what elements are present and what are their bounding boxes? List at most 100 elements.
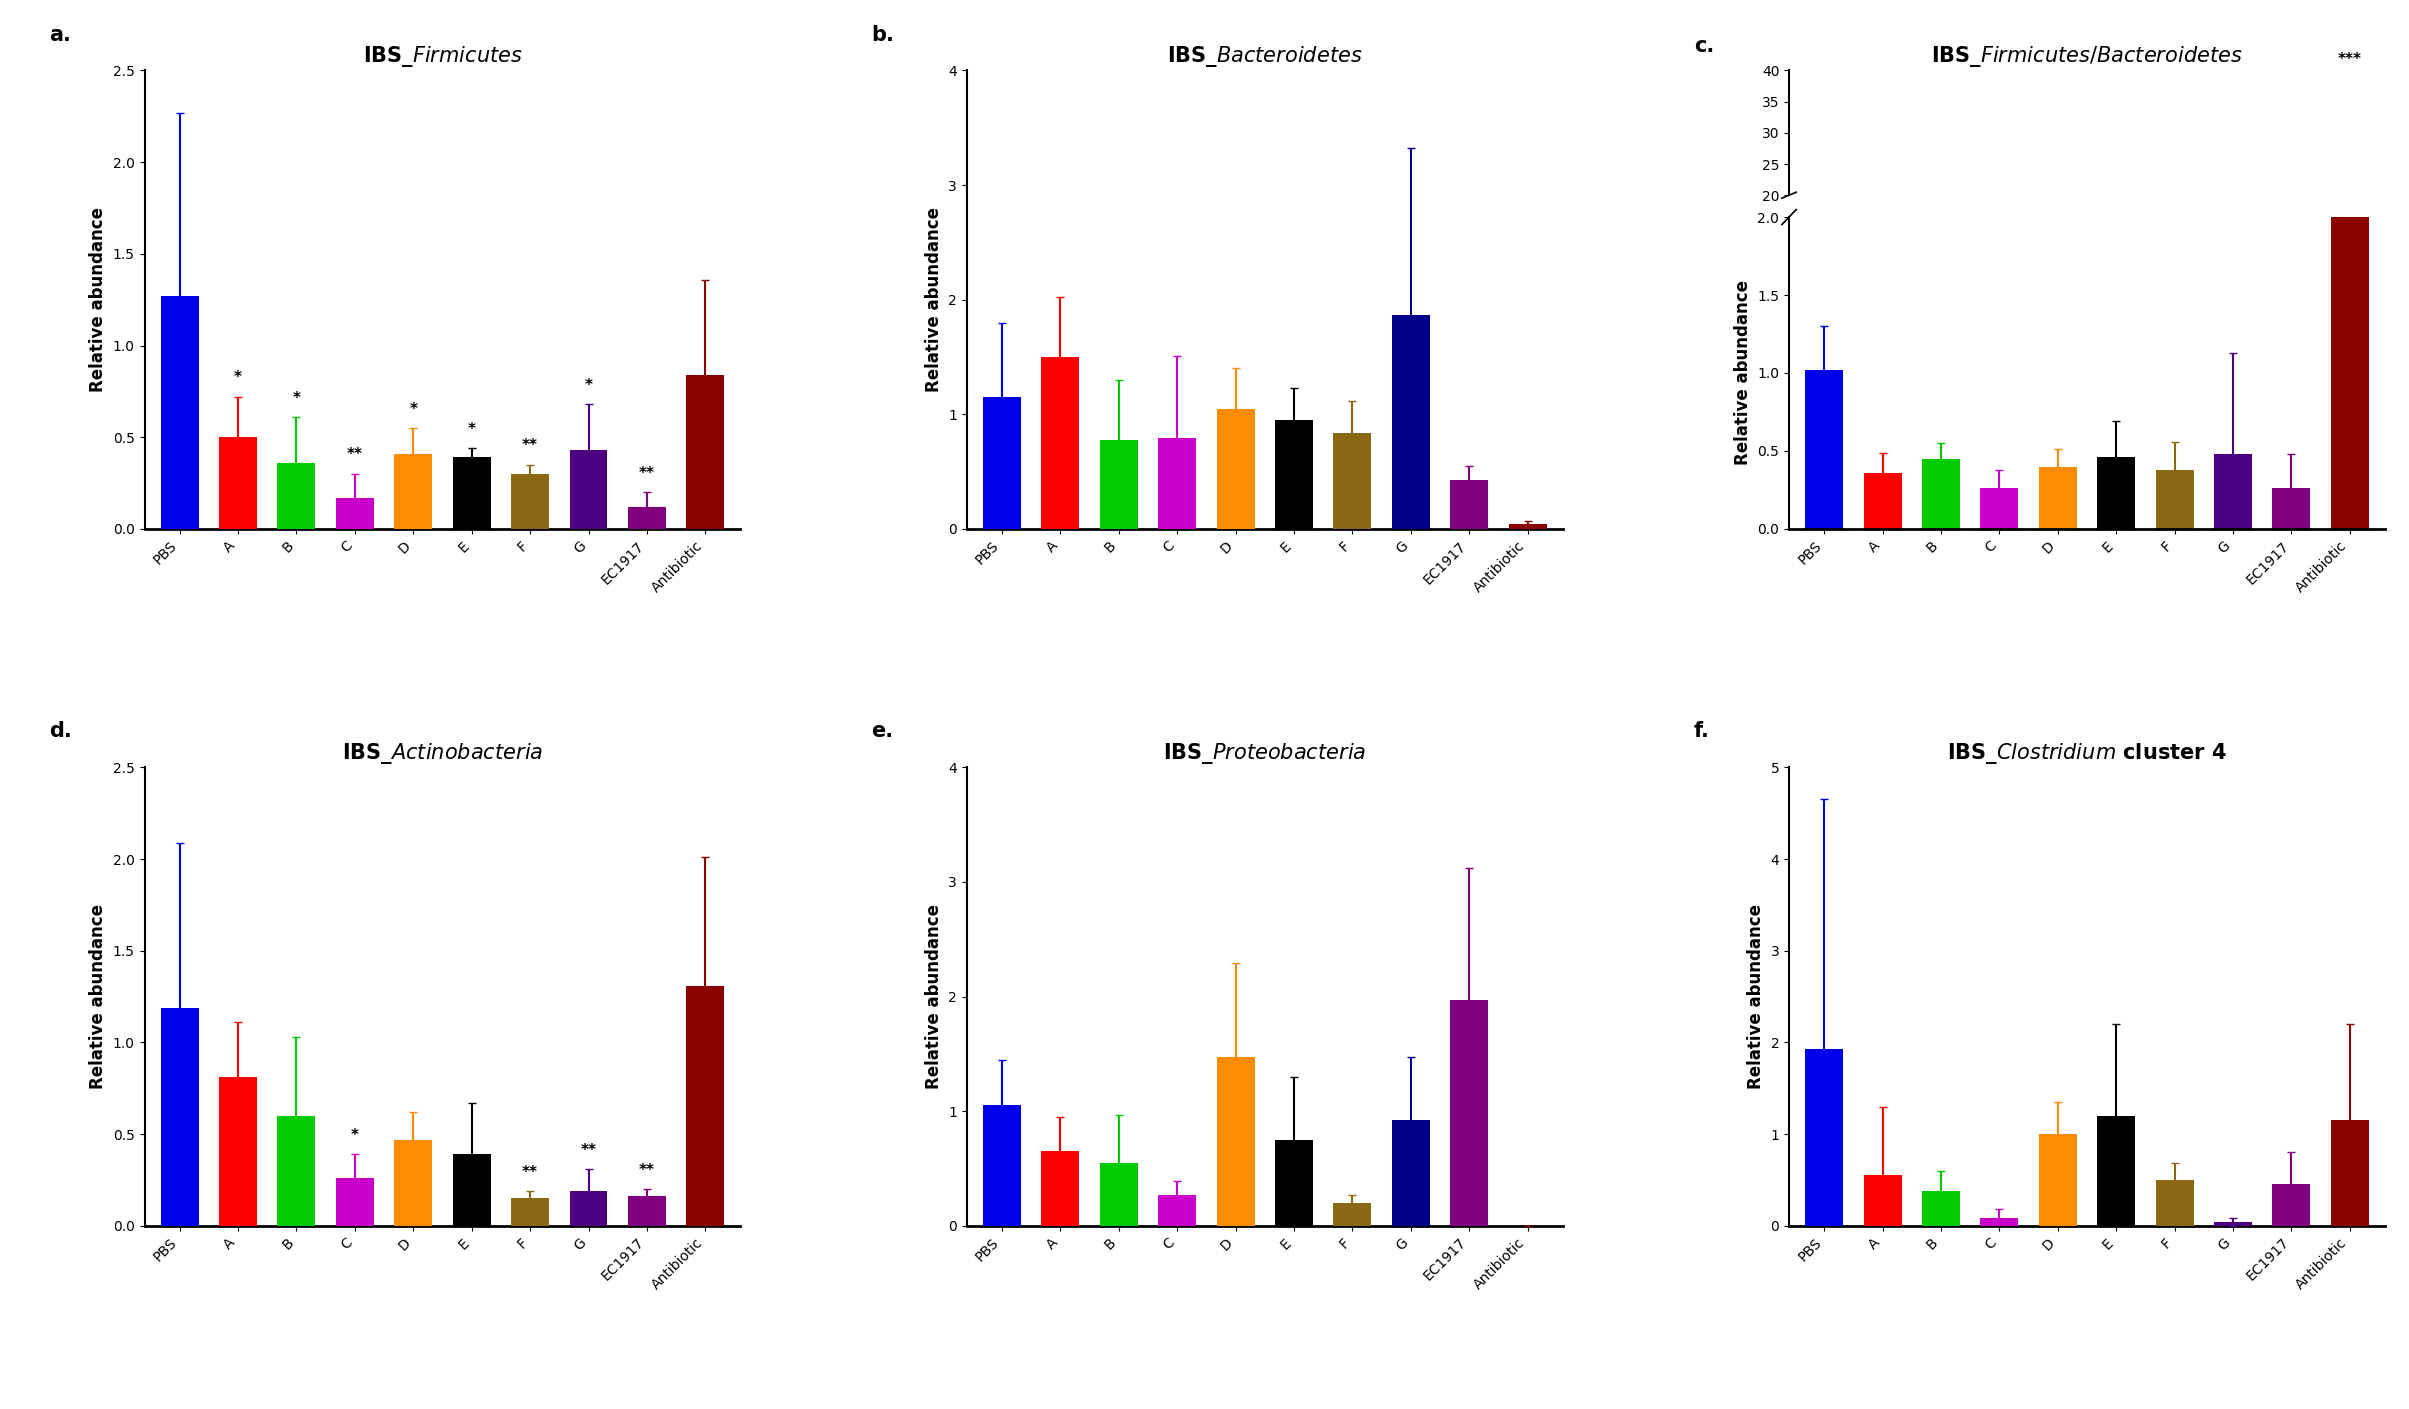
Bar xyxy=(277,464,316,528)
Bar xyxy=(1865,1175,1901,1226)
Bar xyxy=(219,437,258,528)
Bar xyxy=(2156,469,2195,528)
Bar xyxy=(511,473,549,528)
Bar xyxy=(1099,440,1137,528)
Text: **: ** xyxy=(523,1164,537,1179)
Bar xyxy=(219,1078,258,1226)
Bar xyxy=(511,1198,549,1226)
Bar xyxy=(2038,317,2077,320)
Text: d.: d. xyxy=(48,721,72,741)
Bar xyxy=(1980,489,2019,528)
Bar xyxy=(2098,457,2134,528)
Bar xyxy=(1099,1162,1137,1226)
Bar xyxy=(453,1154,491,1226)
Text: *: * xyxy=(234,371,241,386)
Bar xyxy=(1865,473,1901,528)
Bar xyxy=(1980,1219,2019,1226)
Text: **: ** xyxy=(581,1143,597,1158)
Bar xyxy=(687,985,725,1226)
Bar xyxy=(2098,1116,2134,1226)
Bar xyxy=(2332,307,2368,320)
Title: IBS_$\mathit{Actinobacteria}$: IBS_$\mathit{Actinobacteria}$ xyxy=(342,741,542,766)
Bar xyxy=(1450,479,1489,528)
Bar xyxy=(2214,1222,2252,1226)
Bar xyxy=(1274,420,1313,528)
Text: b.: b. xyxy=(872,24,894,45)
Bar xyxy=(1980,318,2019,320)
Bar xyxy=(629,507,665,528)
Bar xyxy=(1159,1195,1197,1226)
Bar xyxy=(335,1178,373,1226)
Bar xyxy=(1041,1151,1079,1226)
Bar xyxy=(453,458,491,528)
Bar xyxy=(395,1140,431,1226)
Bar xyxy=(1392,314,1431,528)
Bar xyxy=(2332,1120,2368,1226)
Title: IBS_$\mathit{Proteobacteria}$: IBS_$\mathit{Proteobacteria}$ xyxy=(1164,741,1366,766)
Title: IBS_$\mathit{Firmicutes/Bacteroidetes}$: IBS_$\mathit{Firmicutes/Bacteroidetes}$ xyxy=(1932,44,2243,69)
Bar xyxy=(1804,1048,1843,1226)
Bar xyxy=(161,1007,198,1226)
Bar xyxy=(2214,454,2252,528)
Text: *: * xyxy=(467,421,475,437)
Bar xyxy=(1804,314,1843,320)
Bar xyxy=(2332,216,2368,528)
Bar xyxy=(161,296,198,528)
Bar xyxy=(1450,1000,1489,1226)
Bar xyxy=(2272,489,2310,528)
Text: *: * xyxy=(352,1127,359,1143)
Y-axis label: Relative abundance: Relative abundance xyxy=(1734,280,1751,465)
Text: *: * xyxy=(291,390,301,406)
Text: *: * xyxy=(585,378,593,393)
Bar xyxy=(1159,438,1197,528)
Bar xyxy=(1332,1203,1371,1226)
Title: IBS_$\mathit{Clostridium}$ cluster 4: IBS_$\mathit{Clostridium}$ cluster 4 xyxy=(1946,741,2226,766)
Bar xyxy=(983,397,1021,528)
Bar xyxy=(1922,317,1961,320)
Bar xyxy=(1274,1140,1313,1226)
Bar xyxy=(277,1116,316,1226)
Text: *: * xyxy=(410,402,417,417)
Bar xyxy=(1217,1057,1255,1226)
Bar xyxy=(335,497,373,528)
Bar xyxy=(2214,317,2252,320)
Bar xyxy=(2038,466,2077,528)
Bar xyxy=(2098,317,2134,320)
Bar xyxy=(1508,524,1547,528)
Bar xyxy=(2272,1184,2310,1226)
Bar xyxy=(1922,459,1961,528)
Bar xyxy=(2156,1179,2195,1226)
Bar xyxy=(2038,1134,2077,1226)
Bar xyxy=(687,375,725,528)
Bar xyxy=(1392,1120,1431,1226)
Bar xyxy=(569,1191,607,1226)
Title: IBS_$\mathit{Bacteroidetes}$: IBS_$\mathit{Bacteroidetes}$ xyxy=(1166,44,1363,69)
Text: a.: a. xyxy=(48,24,72,45)
Bar xyxy=(983,1106,1021,1226)
Bar xyxy=(395,454,431,528)
Y-axis label: Relative abundance: Relative abundance xyxy=(925,905,942,1089)
Text: **: ** xyxy=(638,1162,655,1178)
Y-axis label: Relative abundance: Relative abundance xyxy=(1747,905,1766,1089)
Y-axis label: Relative abundance: Relative abundance xyxy=(89,905,108,1089)
Bar xyxy=(2156,317,2195,320)
Y-axis label: Relative abundance: Relative abundance xyxy=(925,207,942,392)
Bar xyxy=(1804,371,1843,528)
Text: ***: *** xyxy=(2337,52,2361,68)
Bar xyxy=(569,449,607,528)
Text: f.: f. xyxy=(1694,721,1710,741)
Title: IBS_$\mathit{Firmicutes}$: IBS_$\mathit{Firmicutes}$ xyxy=(361,44,523,69)
Bar xyxy=(1865,317,1901,320)
Bar xyxy=(1332,433,1371,528)
Text: e.: e. xyxy=(872,721,894,741)
Text: c.: c. xyxy=(1694,35,1713,55)
Text: **: ** xyxy=(347,448,364,462)
Y-axis label: Relative abundance: Relative abundance xyxy=(89,207,108,392)
Bar xyxy=(629,1196,665,1226)
Text: **: ** xyxy=(638,466,655,480)
Bar xyxy=(1041,356,1079,528)
Bar xyxy=(1217,409,1255,528)
Text: **: ** xyxy=(523,438,537,454)
Bar xyxy=(1922,1191,1961,1226)
Bar xyxy=(2272,318,2310,320)
